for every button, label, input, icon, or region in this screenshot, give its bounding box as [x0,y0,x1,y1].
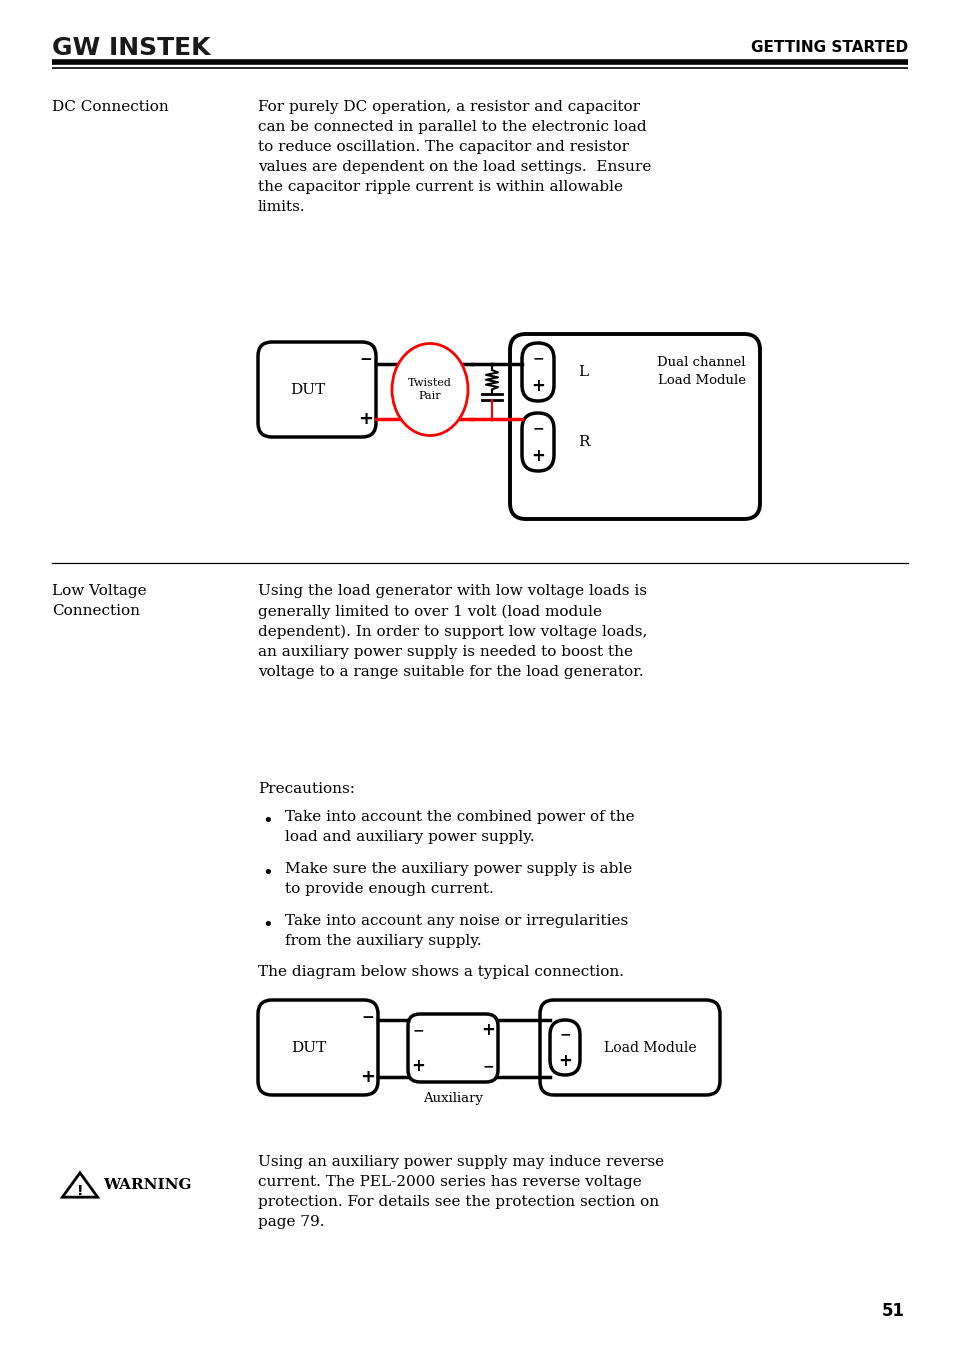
Text: Take into account any noise or irregularities
from the auxiliary supply.: Take into account any noise or irregular… [285,915,628,948]
Text: −: − [481,1059,494,1072]
Text: −: − [361,1010,374,1025]
Text: +: + [531,447,544,465]
Text: Using an auxiliary power supply may induce reverse
current. The PEL-2000 series : Using an auxiliary power supply may indu… [257,1155,663,1229]
Text: •: • [262,863,274,882]
Text: L: L [578,366,587,379]
Text: Twisted
Pair: Twisted Pair [408,378,452,401]
Text: −: − [412,1023,423,1037]
FancyBboxPatch shape [257,1000,377,1095]
FancyBboxPatch shape [510,335,760,519]
Text: The diagram below shows a typical connection.: The diagram below shows a typical connec… [257,965,623,979]
Text: +: + [558,1051,572,1070]
Text: Low Voltage
Connection: Low Voltage Connection [52,584,147,618]
Text: Dual channel
Load Module: Dual channel Load Module [657,356,745,387]
Text: +: + [480,1021,495,1039]
FancyBboxPatch shape [539,1000,720,1095]
Text: +: + [531,376,544,395]
Text: 51: 51 [882,1302,904,1321]
Text: DUT: DUT [291,1040,326,1055]
Text: −: − [532,351,543,366]
FancyBboxPatch shape [521,413,554,471]
Text: −: − [558,1028,570,1041]
Text: +: + [360,1068,375,1086]
Text: GW INSTEK: GW INSTEK [52,36,211,59]
Text: Make sure the auxiliary power supply is able
to provide enough current.: Make sure the auxiliary power supply is … [285,862,632,896]
Text: !: ! [76,1184,83,1198]
Text: •: • [262,916,274,934]
FancyBboxPatch shape [257,343,375,437]
Text: GETTING STARTED: GETTING STARTED [750,40,907,55]
Text: R: R [578,434,589,449]
Text: −: − [359,352,372,367]
Text: WARNING: WARNING [103,1178,192,1193]
Text: Precautions:: Precautions: [257,782,355,796]
Text: •: • [262,812,274,830]
Text: −: − [532,421,543,434]
Text: Take into account the combined power of the
load and auxiliary power supply.: Take into account the combined power of … [285,809,634,844]
Text: +: + [411,1058,424,1075]
Text: +: + [358,410,374,428]
Text: DC Connection: DC Connection [52,100,169,115]
Text: Auxiliary: Auxiliary [422,1091,482,1105]
Ellipse shape [392,344,468,436]
Text: Using the load generator with low voltage loads is
generally limited to over 1 v: Using the load generator with low voltag… [257,584,647,680]
FancyBboxPatch shape [550,1020,579,1075]
FancyBboxPatch shape [408,1014,497,1082]
Text: Load Module: Load Module [603,1040,696,1055]
FancyBboxPatch shape [521,343,554,401]
Text: For purely DC operation, a resistor and capacitor
can be connected in parallel t: For purely DC operation, a resistor and … [257,100,651,214]
Text: DUT: DUT [290,383,325,397]
